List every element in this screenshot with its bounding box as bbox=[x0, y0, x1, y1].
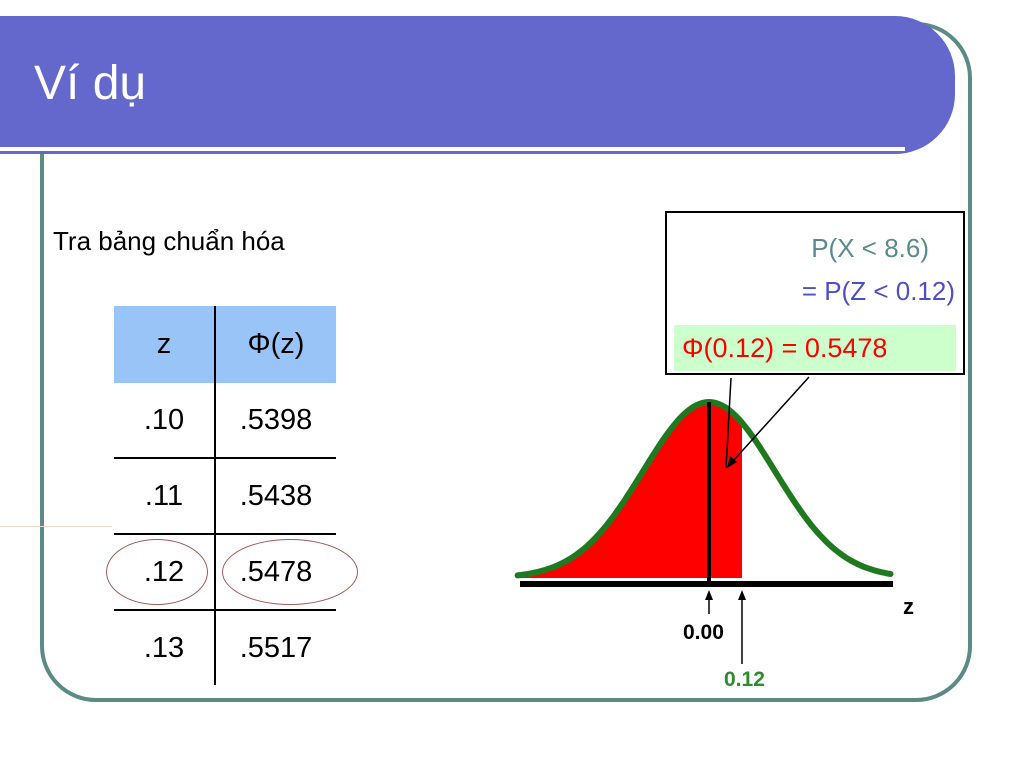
table-row: .13 .5517 bbox=[114, 609, 336, 685]
probability-result: Φ(0.12) = 0.5478 bbox=[674, 325, 956, 371]
divider bbox=[0, 526, 112, 527]
normal-table: z Φ(z) .10 .5398 .11 .5438 .12 .5478 .13… bbox=[106, 306, 358, 685]
cell-z: .13 bbox=[114, 609, 216, 685]
slide-title: Ví dụ bbox=[34, 57, 147, 110]
header-phi: Φ(z) bbox=[215, 306, 336, 383]
header-z: z bbox=[114, 306, 216, 383]
table-row: .10 .5398 bbox=[114, 383, 336, 458]
cell-z: .10 bbox=[114, 383, 216, 458]
title-bar: Ví dụ bbox=[0, 16, 955, 154]
cell-z-highlighted: .12 bbox=[106, 533, 216, 610]
shaded-area bbox=[517, 402, 742, 578]
cell-phi-value: .5478 bbox=[239, 555, 313, 588]
normal-curve bbox=[514, 398, 894, 579]
cell-phi: .5398 bbox=[239, 403, 313, 436]
table-row-highlighted: .12 .5478 bbox=[106, 533, 358, 610]
tick-label-000: 0.00 bbox=[683, 621, 724, 644]
cell-z: .11 bbox=[114, 457, 216, 534]
tick-label-012: 0.12 bbox=[724, 668, 765, 691]
probability-line-1: P(X < 8.6) bbox=[811, 233, 929, 263]
tick-arrowhead-000 bbox=[705, 590, 713, 600]
title-underline bbox=[0, 147, 905, 151]
pointer-arrow bbox=[732, 376, 810, 462]
axis-label-z: z bbox=[903, 594, 914, 619]
table-row: .11 .5438 bbox=[114, 457, 336, 534]
cell-phi: .5517 bbox=[215, 609, 336, 685]
pointer-arrowhead bbox=[727, 456, 737, 468]
instruction-text: Tra bảng chuẩn hóa bbox=[53, 226, 285, 256]
probability-box: P(X < 8.6) = P(Z < 0.12) Φ(0.12) = 0.547… bbox=[665, 211, 965, 375]
probability-line-2: = P(Z < 0.12) bbox=[801, 276, 955, 306]
cell-phi: .5438 bbox=[215, 457, 336, 534]
cell-z-value: .12 bbox=[143, 555, 185, 588]
tick-arrowhead-012 bbox=[738, 590, 746, 600]
pointer-line bbox=[725, 377, 732, 469]
table-header-row: z Φ(z) bbox=[114, 306, 336, 383]
cell-phi-highlighted: .5478 bbox=[215, 533, 358, 610]
